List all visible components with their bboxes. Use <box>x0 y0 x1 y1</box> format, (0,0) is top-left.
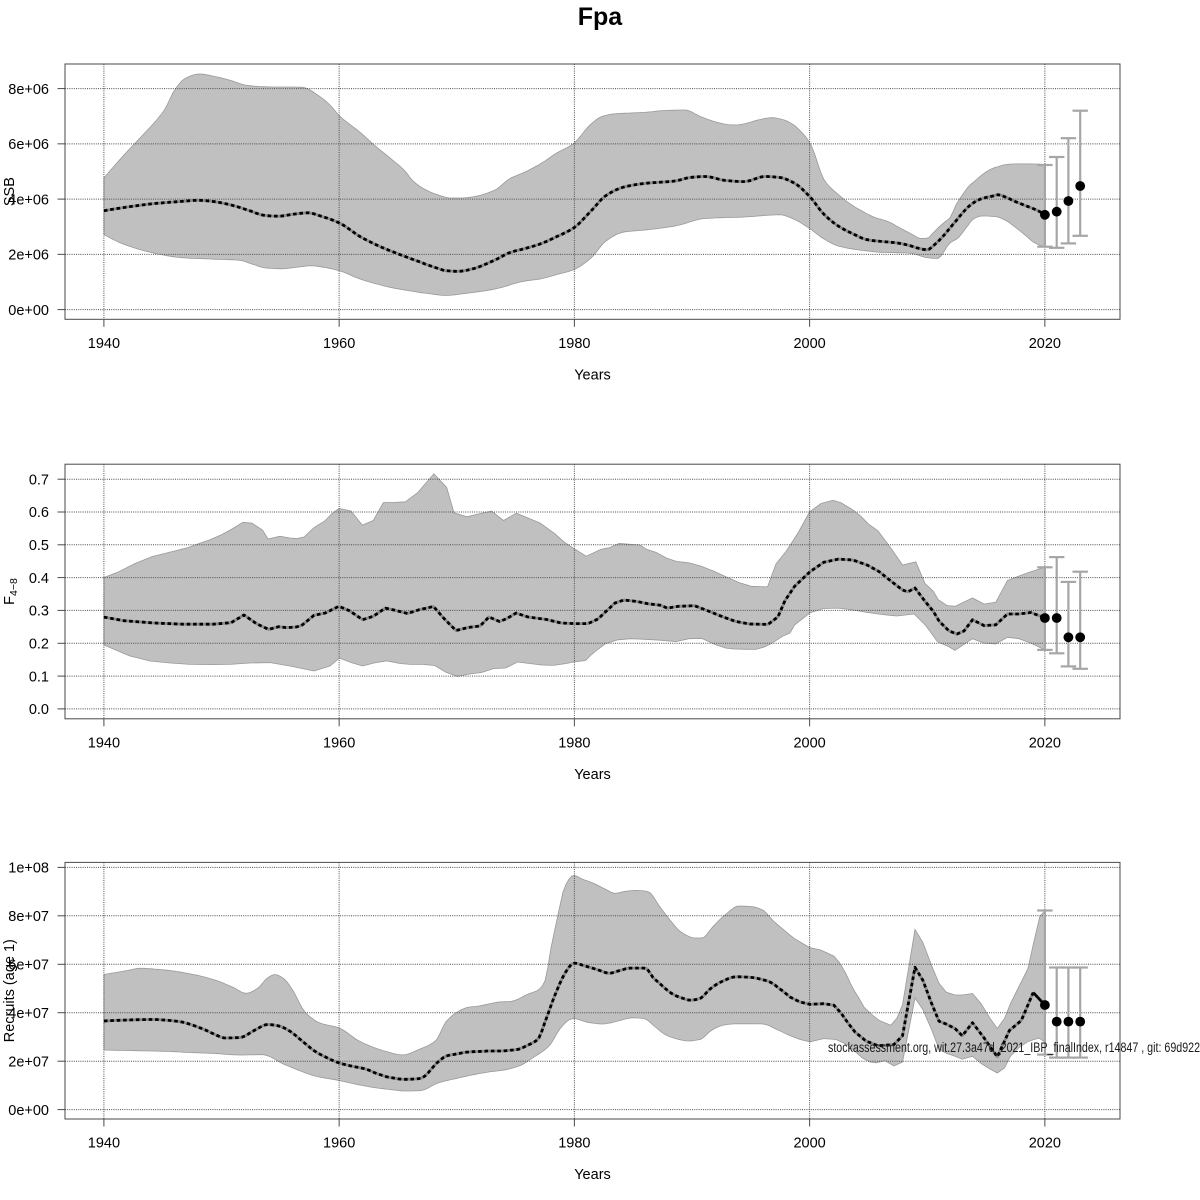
svg-text:SSB: SSB <box>2 177 18 206</box>
svg-text:2020: 2020 <box>1029 736 1061 752</box>
svg-text:2e+06: 2e+06 <box>8 248 49 264</box>
svg-text:Years: Years <box>574 367 611 383</box>
svg-text:1980: 1980 <box>558 1136 590 1152</box>
svg-text:2020: 2020 <box>1029 1136 1061 1152</box>
svg-text:6e+07: 6e+07 <box>8 958 49 974</box>
svg-text:1980: 1980 <box>558 736 590 752</box>
svg-text:0.3: 0.3 <box>29 604 49 620</box>
svg-text:8e+06: 8e+06 <box>8 82 49 98</box>
svg-text:0.0: 0.0 <box>29 702 49 718</box>
svg-text:1940: 1940 <box>88 736 120 752</box>
svg-text:stockassessment.org, wit.27.3a: stockassessment.org, wit.27.3a47d_2021_I… <box>828 1040 1200 1055</box>
svg-text:8e+07: 8e+07 <box>8 909 49 925</box>
svg-text:2e+07: 2e+07 <box>8 1054 49 1070</box>
svg-text:1980: 1980 <box>558 336 590 352</box>
svg-text:0.6: 0.6 <box>29 505 49 521</box>
svg-text:1960: 1960 <box>323 736 355 752</box>
svg-text:0.2: 0.2 <box>29 637 49 653</box>
svg-text:Fpa: Fpa <box>578 3 624 31</box>
svg-text:1960: 1960 <box>323 1136 355 1152</box>
svg-text:4e+06: 4e+06 <box>8 192 49 208</box>
svg-text:2020: 2020 <box>1029 336 1061 352</box>
svg-text:0e+00: 0e+00 <box>8 303 49 319</box>
svg-text:4e+07: 4e+07 <box>8 1006 49 1022</box>
svg-text:2000: 2000 <box>793 336 825 352</box>
svg-text:Recruits (age 1): Recruits (age 1) <box>2 939 18 1042</box>
svg-text:0.4: 0.4 <box>29 571 49 587</box>
svg-text:1e+08: 1e+08 <box>8 861 49 877</box>
svg-text:Years: Years <box>574 767 611 783</box>
svg-text:2000: 2000 <box>793 736 825 752</box>
svg-text:0e+00: 0e+00 <box>8 1103 49 1119</box>
svg-text:2000: 2000 <box>793 1136 825 1152</box>
svg-text:6e+06: 6e+06 <box>8 137 49 153</box>
svg-text:Years: Years <box>574 1167 611 1183</box>
svg-text:0.5: 0.5 <box>29 538 49 554</box>
svg-text:1940: 1940 <box>88 1136 120 1152</box>
svg-text:1960: 1960 <box>323 336 355 352</box>
svg-text:0.7: 0.7 <box>29 472 49 488</box>
svg-text:0.1: 0.1 <box>29 669 49 685</box>
svg-text:1940: 1940 <box>88 336 120 352</box>
